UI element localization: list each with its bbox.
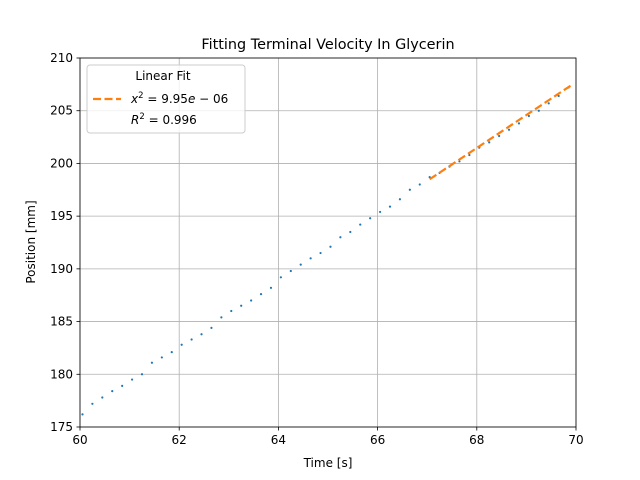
- x-tick-label: 64: [271, 433, 286, 447]
- y-tick-label: 175: [50, 420, 73, 434]
- data-point: [81, 413, 84, 416]
- legend-entry-r2: R2 = 0.996: [131, 112, 197, 127]
- y-tick-label: 205: [50, 104, 73, 118]
- data-point: [517, 122, 521, 125]
- data-point: [299, 263, 302, 266]
- data-point: [180, 343, 183, 346]
- data-point: [279, 276, 282, 279]
- data-point: [369, 217, 372, 220]
- legend-box: [86, 64, 246, 134]
- chart-title: Fitting Terminal Velocity In Glycerin: [201, 37, 454, 53]
- data-point: [250, 299, 253, 302]
- data-point: [130, 378, 134, 381]
- x-tick-label: 62: [172, 433, 187, 447]
- fit-line: [429, 84, 572, 181]
- data-point: [418, 183, 421, 186]
- data-point: [210, 326, 213, 329]
- data-point: [111, 390, 114, 393]
- data-point: [359, 223, 362, 226]
- series-layer: [81, 84, 572, 416]
- x-tick-label: 66: [370, 433, 385, 447]
- data-point: [507, 128, 511, 131]
- data-point: [309, 257, 312, 260]
- data-point: [140, 373, 144, 376]
- y-tick-label: 195: [50, 209, 73, 223]
- y-tick-label: 210: [50, 51, 73, 65]
- legend-entry-chi2: x2 = 9.95e − 06: [130, 91, 228, 106]
- data-point: [91, 402, 94, 405]
- data-point: [339, 236, 342, 239]
- data-point: [319, 251, 322, 255]
- data-point: [190, 338, 193, 341]
- data-point: [259, 293, 263, 296]
- data-point: [388, 205, 392, 208]
- y-tick-label: 200: [50, 156, 73, 170]
- data-point: [160, 356, 163, 359]
- y-tick-label: 190: [50, 262, 73, 276]
- data-point: [488, 141, 491, 144]
- ticks: 60 62 64 66 68 70 175 180 185 190 195 200 205 210: [50, 51, 584, 447]
- y-tick-label: 180: [50, 367, 73, 381]
- data-point: [498, 134, 501, 138]
- data-point: [150, 361, 154, 364]
- legend-title: Linear Fit: [135, 69, 190, 83]
- data-point: [170, 351, 173, 354]
- x-tick-label: 68: [469, 433, 484, 447]
- data-point: [557, 94, 560, 98]
- data-point: [230, 309, 233, 313]
- data-point: [220, 316, 223, 319]
- data-point: [398, 198, 402, 201]
- data-point: [547, 102, 550, 105]
- data-point: [537, 109, 540, 112]
- x-tick-label: 70: [568, 433, 583, 447]
- x-tick-label: 60: [72, 433, 87, 447]
- data-point: [200, 333, 203, 336]
- data-point: [121, 384, 124, 387]
- plot-frame: [79, 57, 577, 428]
- data-point: [269, 286, 273, 289]
- y-tick-label: 185: [50, 315, 73, 329]
- data-point: [527, 114, 530, 118]
- data-point: [329, 245, 332, 248]
- data-point: [289, 269, 292, 273]
- x-axis-label: Time [s]: [303, 456, 353, 470]
- data-point: [101, 396, 104, 399]
- y-axis-label: Position [mm]: [24, 200, 38, 283]
- legend: Linear Fit x2 = 9.95e − 06 R2 = 0.996: [86, 64, 246, 134]
- data-point: [240, 304, 243, 307]
- data-point: [349, 230, 352, 234]
- data-point: [378, 210, 382, 214]
- data-point: [408, 188, 411, 191]
